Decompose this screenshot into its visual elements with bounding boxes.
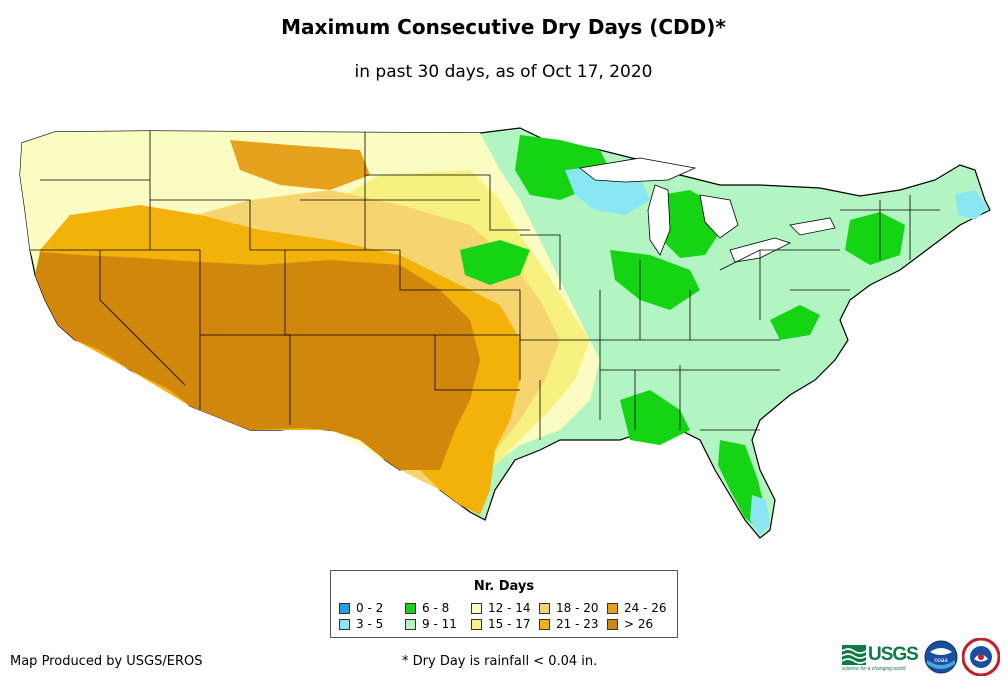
legend-item: 9 - 11 [405, 617, 457, 631]
nws-logo-icon [962, 638, 1000, 676]
legend: Nr. Days 0 - 2 3 - 5 6 - 8 9 - 11 12 - 1… [330, 570, 678, 638]
legend-swatch [339, 618, 350, 630]
legend-item: 0 - 2 [339, 601, 383, 615]
lake-huron [699, 194, 739, 239]
legend-item: > 26 [607, 617, 653, 631]
zone-3-5-maine [955, 190, 988, 220]
legend-swatch [539, 618, 550, 630]
legend-swatch [607, 618, 618, 630]
zone-6-8-northeast [845, 212, 905, 265]
usgs-logo-text: USGS [868, 644, 919, 665]
legend-item: 21 - 23 [539, 617, 599, 631]
map-subtitle: in past 30 days, as of Oct 17, 2020 [354, 62, 653, 82]
legend-swatch [405, 602, 416, 614]
legend-item: 3 - 5 [339, 617, 383, 631]
legend-item: 18 - 20 [539, 601, 599, 615]
state-boundaries [30, 131, 940, 440]
legend-swatch [471, 618, 482, 630]
noaa-logo-icon: noaa [924, 640, 958, 674]
legend-swatch [607, 602, 618, 614]
legend-swatch [539, 602, 550, 614]
lake-michigan [647, 184, 671, 256]
zone-over-26-southwest [35, 252, 480, 470]
legend-item: 6 - 8 [405, 601, 449, 615]
lake-superior [579, 157, 697, 183]
usgs-wave-icon [842, 645, 866, 665]
us-dry-days-map [19, 127, 991, 539]
legend-swatch [405, 618, 416, 630]
lake-ontario [789, 217, 836, 236]
usgs-tagline: science for a changing world [842, 666, 906, 672]
legend-swatch [471, 602, 482, 614]
zone-3-5-florida-south [750, 495, 770, 535]
dry-day-footnote: * Dry Day is rainfall < 0.04 in. [402, 654, 598, 669]
legend-swatch [339, 602, 350, 614]
map-title: Maximum Consecutive Dry Days (CDD)* [281, 15, 726, 39]
zone-6-8-ohio-valley [610, 250, 700, 310]
zone-6-8-iowa [460, 240, 530, 285]
svg-text:noaa: noaa [934, 658, 948, 664]
legend-item: 24 - 26 [607, 601, 667, 615]
map-credit: Map Produced by USGS/EROS [10, 654, 203, 669]
legend-item: 15 - 17 [471, 617, 531, 631]
zone-6-8-virginia [770, 305, 820, 340]
legend-item: 12 - 14 [471, 601, 531, 615]
zone-6-8-southeast [620, 390, 690, 445]
usgs-logo-icon: USGS [842, 642, 919, 668]
legend-title: Nr. Days [473, 579, 535, 594]
zone-24-26-montana [230, 140, 370, 190]
